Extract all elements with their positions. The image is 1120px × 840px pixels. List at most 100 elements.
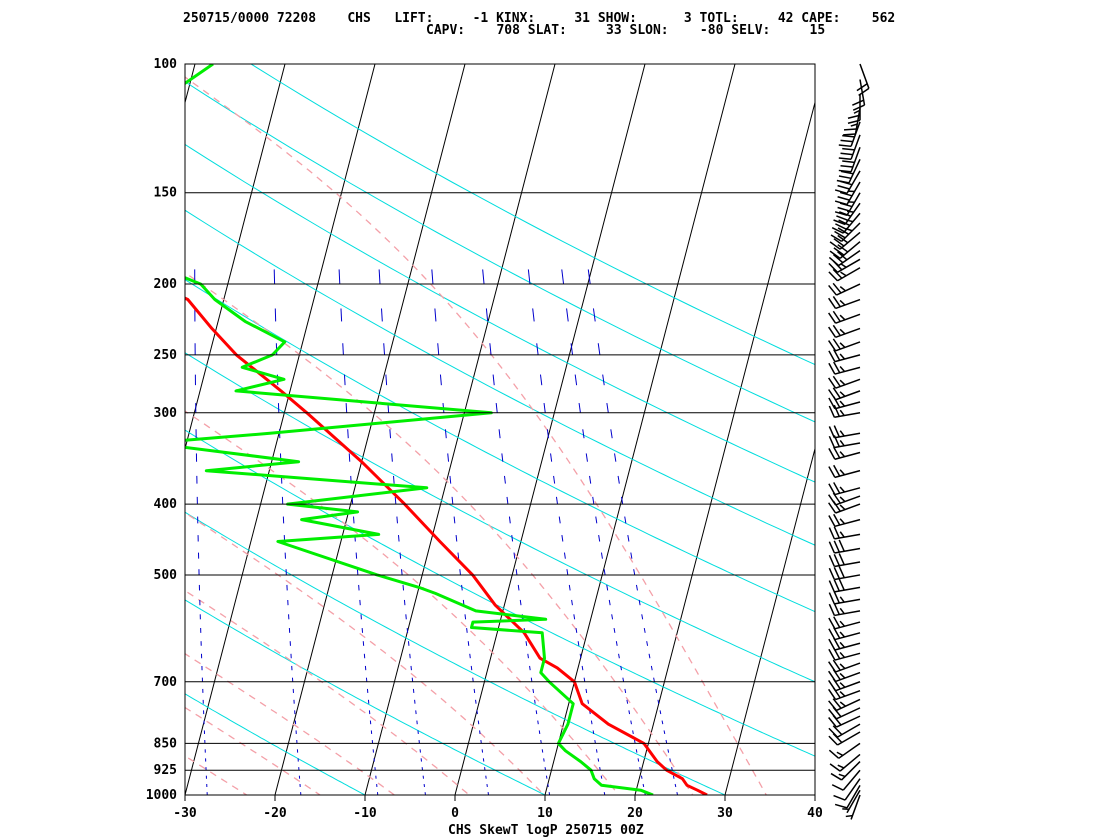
mixing-ratio-segment [568, 584, 571, 591]
mixing-ratio-segment [517, 584, 520, 591]
mixing-ratio-segment [603, 569, 606, 576]
mixing-ratio-segment [571, 599, 573, 606]
mixing-ratio-segment [540, 739, 542, 744]
mixing-ratio-segment [340, 308, 343, 322]
mixing-ratio-segment [595, 749, 598, 753]
mixing-ratio-segment [472, 677, 474, 682]
mixing-ratio-segment [537, 720, 539, 725]
mixing-ratio-segment [538, 730, 541, 735]
mixing-ratio-segment [391, 453, 393, 462]
wind-barb [828, 602, 861, 617]
mixing-ratio-segment [594, 739, 596, 744]
mixing-ratio-segment [485, 308, 489, 322]
wind-barb [838, 134, 861, 161]
wind-barb [828, 539, 861, 554]
mixing-ratio-segment [466, 627, 468, 633]
pressure-tick-label: 500 [154, 568, 178, 583]
mixing-ratio-segment [620, 665, 622, 671]
mixing-ratio-segment [570, 343, 574, 355]
mixing-ratio-segment [513, 552, 516, 559]
mixing-ratio-segment [653, 677, 655, 682]
moist-adiabat-line [185, 76, 768, 795]
mixing-ratio-segment [555, 496, 558, 505]
mixing-ratio-segment [611, 614, 614, 620]
wind-barb [842, 789, 861, 814]
mixing-ratio-segment [345, 403, 348, 413]
isotherm-line [274, 64, 466, 795]
mixing-ratio-segment [573, 614, 576, 620]
mixing-ratio-segment [461, 584, 463, 591]
dry-adiabat-line [185, 209, 815, 546]
mixing-ratio-segment [574, 374, 578, 386]
wind-barb [829, 753, 861, 772]
mixing-ratio-segment [553, 475, 556, 484]
wind-barb [828, 375, 861, 389]
mixing-ratio-segment [602, 374, 605, 386]
wind-barb [828, 387, 861, 401]
wind-barbs [828, 63, 870, 820]
mixing-ratio-segment [582, 429, 585, 439]
mixing-ratio-segment [434, 308, 437, 322]
mixing-ratio-segment [543, 758, 545, 762]
wind-barb [830, 222, 861, 243]
mixing-ratio-segment [566, 569, 569, 576]
moist-adiabat-line [185, 589, 471, 795]
mixing-ratio-segment [530, 677, 533, 682]
mixing-ratio-segment [439, 374, 442, 386]
mixing-ratio-segment [633, 569, 636, 576]
mixing-ratio-segment [389, 429, 392, 439]
wind-barb [828, 566, 861, 581]
mixing-ratio-segment [648, 808, 649, 811]
mixing-ratio-segment [539, 374, 543, 386]
mixing-ratio-segment [669, 758, 671, 762]
mixing-ratio-segment [501, 453, 504, 462]
dry-adiabat-line [185, 693, 367, 795]
mixing-ratio-segment [467, 641, 470, 646]
mixing-ratio-segment [535, 710, 538, 715]
wind-barb [828, 706, 861, 720]
mixing-ratio-segment [558, 516, 561, 524]
temperature-tick-label: -10 [353, 806, 377, 821]
wind-barb [833, 202, 861, 226]
isotherm-line [634, 100, 815, 795]
mixing-ratio-segment [561, 269, 565, 285]
wind-barb [845, 794, 861, 820]
mixing-ratio-segment [482, 269, 485, 285]
mixing-ratio-segment [659, 710, 662, 715]
mixing-ratio-segment [585, 453, 588, 462]
mixing-ratio-segment [498, 429, 501, 439]
mixing-ratio-segment [615, 641, 618, 646]
wind-barb [838, 147, 861, 173]
isotherm-line [185, 64, 286, 451]
wind-barb [828, 310, 861, 324]
wind-barb [831, 769, 861, 791]
mixing-ratio-segment [643, 627, 646, 633]
profile-lines [185, 64, 708, 795]
mixing-ratio-segment [437, 343, 440, 355]
mixing-ratio-segment [608, 599, 611, 606]
mixing-ratio-segment [665, 739, 668, 744]
mixing-ratio-segment [579, 653, 582, 659]
mixing-ratio-segment [394, 496, 397, 505]
wind-barb [828, 647, 861, 661]
mixing-ratio-segment [431, 269, 434, 285]
mixing-ratio-segment [581, 665, 584, 671]
mixing-ratio-segment [489, 343, 492, 355]
mixing-ratio-segment [506, 496, 509, 505]
mixing-ratio-segment [610, 429, 613, 439]
mixing-ratio-segment [541, 749, 544, 753]
wind-barb [830, 761, 861, 781]
mixing-ratio-segment [635, 749, 638, 753]
dry-adiabat-line [185, 81, 815, 423]
pressure-tick-label: 150 [154, 186, 178, 201]
mixing-ratio-segment [525, 641, 528, 646]
pressure-tick-label: 400 [154, 497, 178, 512]
mixing-ratio-segment [650, 665, 653, 671]
mixing-ratio-segment [534, 699, 536, 704]
mixing-ratio-segment [393, 475, 395, 484]
plot-frame [184, 63, 816, 801]
mixing-ratio-segment [347, 429, 349, 439]
mixing-ratio-segment [338, 269, 341, 285]
mixing-ratio-segment [648, 653, 651, 659]
